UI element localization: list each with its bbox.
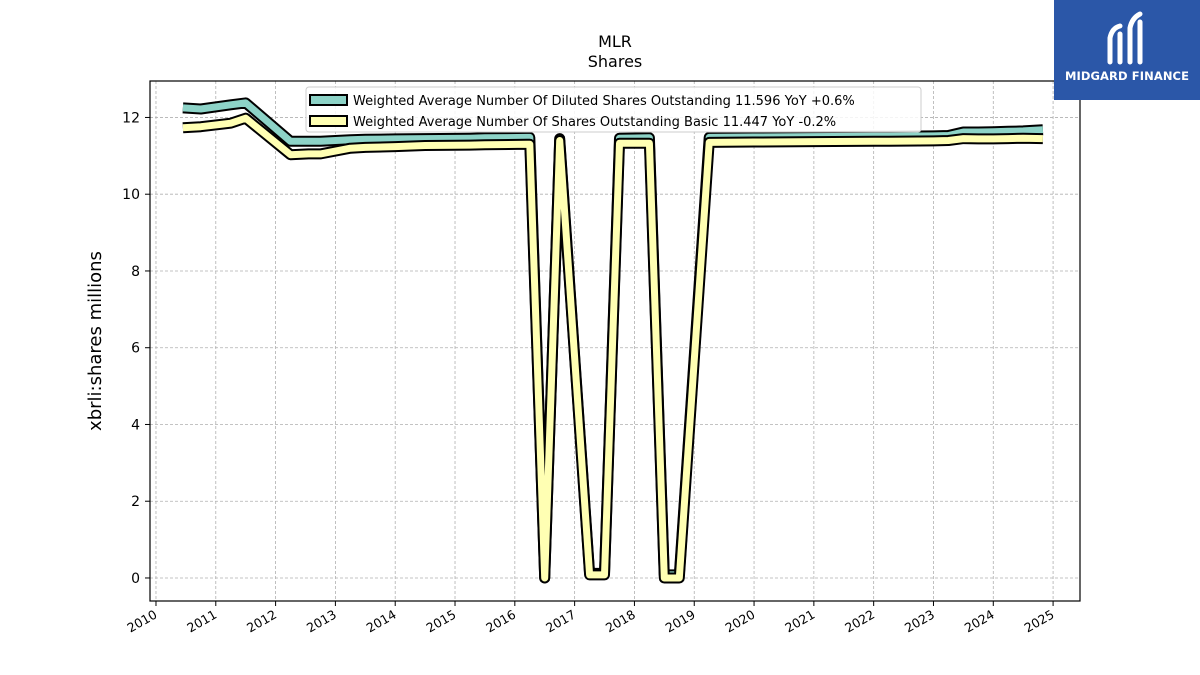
- series-layer: [182, 97, 1044, 584]
- x-tick-label: 2015: [423, 607, 458, 636]
- x-tick-label: 2021: [782, 607, 817, 636]
- y-tick-label: 0: [131, 571, 140, 587]
- x-tick-label: 2014: [364, 607, 399, 636]
- y-tick-label: 10: [122, 187, 140, 203]
- logo-mark-icon: [1107, 11, 1143, 65]
- x-tick-label: 2013: [304, 607, 339, 636]
- x-tick-label: 2024: [962, 607, 997, 636]
- y-tick-label: 6: [131, 341, 140, 357]
- x-tick-label: 2022: [842, 607, 877, 636]
- x-tick-label: 2010: [124, 607, 159, 636]
- x-tick-label: 2025: [1022, 607, 1057, 636]
- y-tick-label: 12: [122, 110, 140, 126]
- legend-label-1: Weighted Average Number Of Diluted Share…: [353, 94, 855, 109]
- x-tick-label: 2017: [543, 607, 578, 636]
- legend-swatch-1: [309, 94, 348, 106]
- series-2-line: [182, 114, 1043, 582]
- legend-swatch-2: [309, 115, 348, 127]
- y-tick-label: 8: [131, 264, 140, 280]
- x-tick-label: 2019: [663, 607, 698, 636]
- x-tick-label: 2016: [483, 607, 518, 636]
- y-tick-label: 4: [131, 417, 140, 433]
- y-axis-label: xbrli:shares millions: [85, 251, 106, 431]
- legend-label-2: Weighted Average Number Of Shares Outsta…: [353, 115, 836, 130]
- midgard-finance-logo: MIDGARD FINANCE: [1054, 0, 1200, 100]
- y-tick-label: 2: [131, 494, 140, 510]
- chart-title-line1: MLR: [598, 32, 632, 51]
- chart-title-line2: Shares: [588, 52, 643, 71]
- x-tick-label: 2011: [184, 607, 219, 636]
- x-tick-label: 2012: [244, 607, 279, 636]
- plot-frame: [149, 80, 1081, 602]
- legend-box: [305, 86, 922, 133]
- x-tick-label: 2023: [902, 607, 937, 636]
- legend: Weighted Average Number Of Diluted Share…: [305, 86, 922, 133]
- logo-text: MIDGARD FINANCE: [1064, 69, 1190, 83]
- x-tick-label: 2018: [603, 607, 638, 636]
- x-tick-label: 2020: [723, 607, 758, 636]
